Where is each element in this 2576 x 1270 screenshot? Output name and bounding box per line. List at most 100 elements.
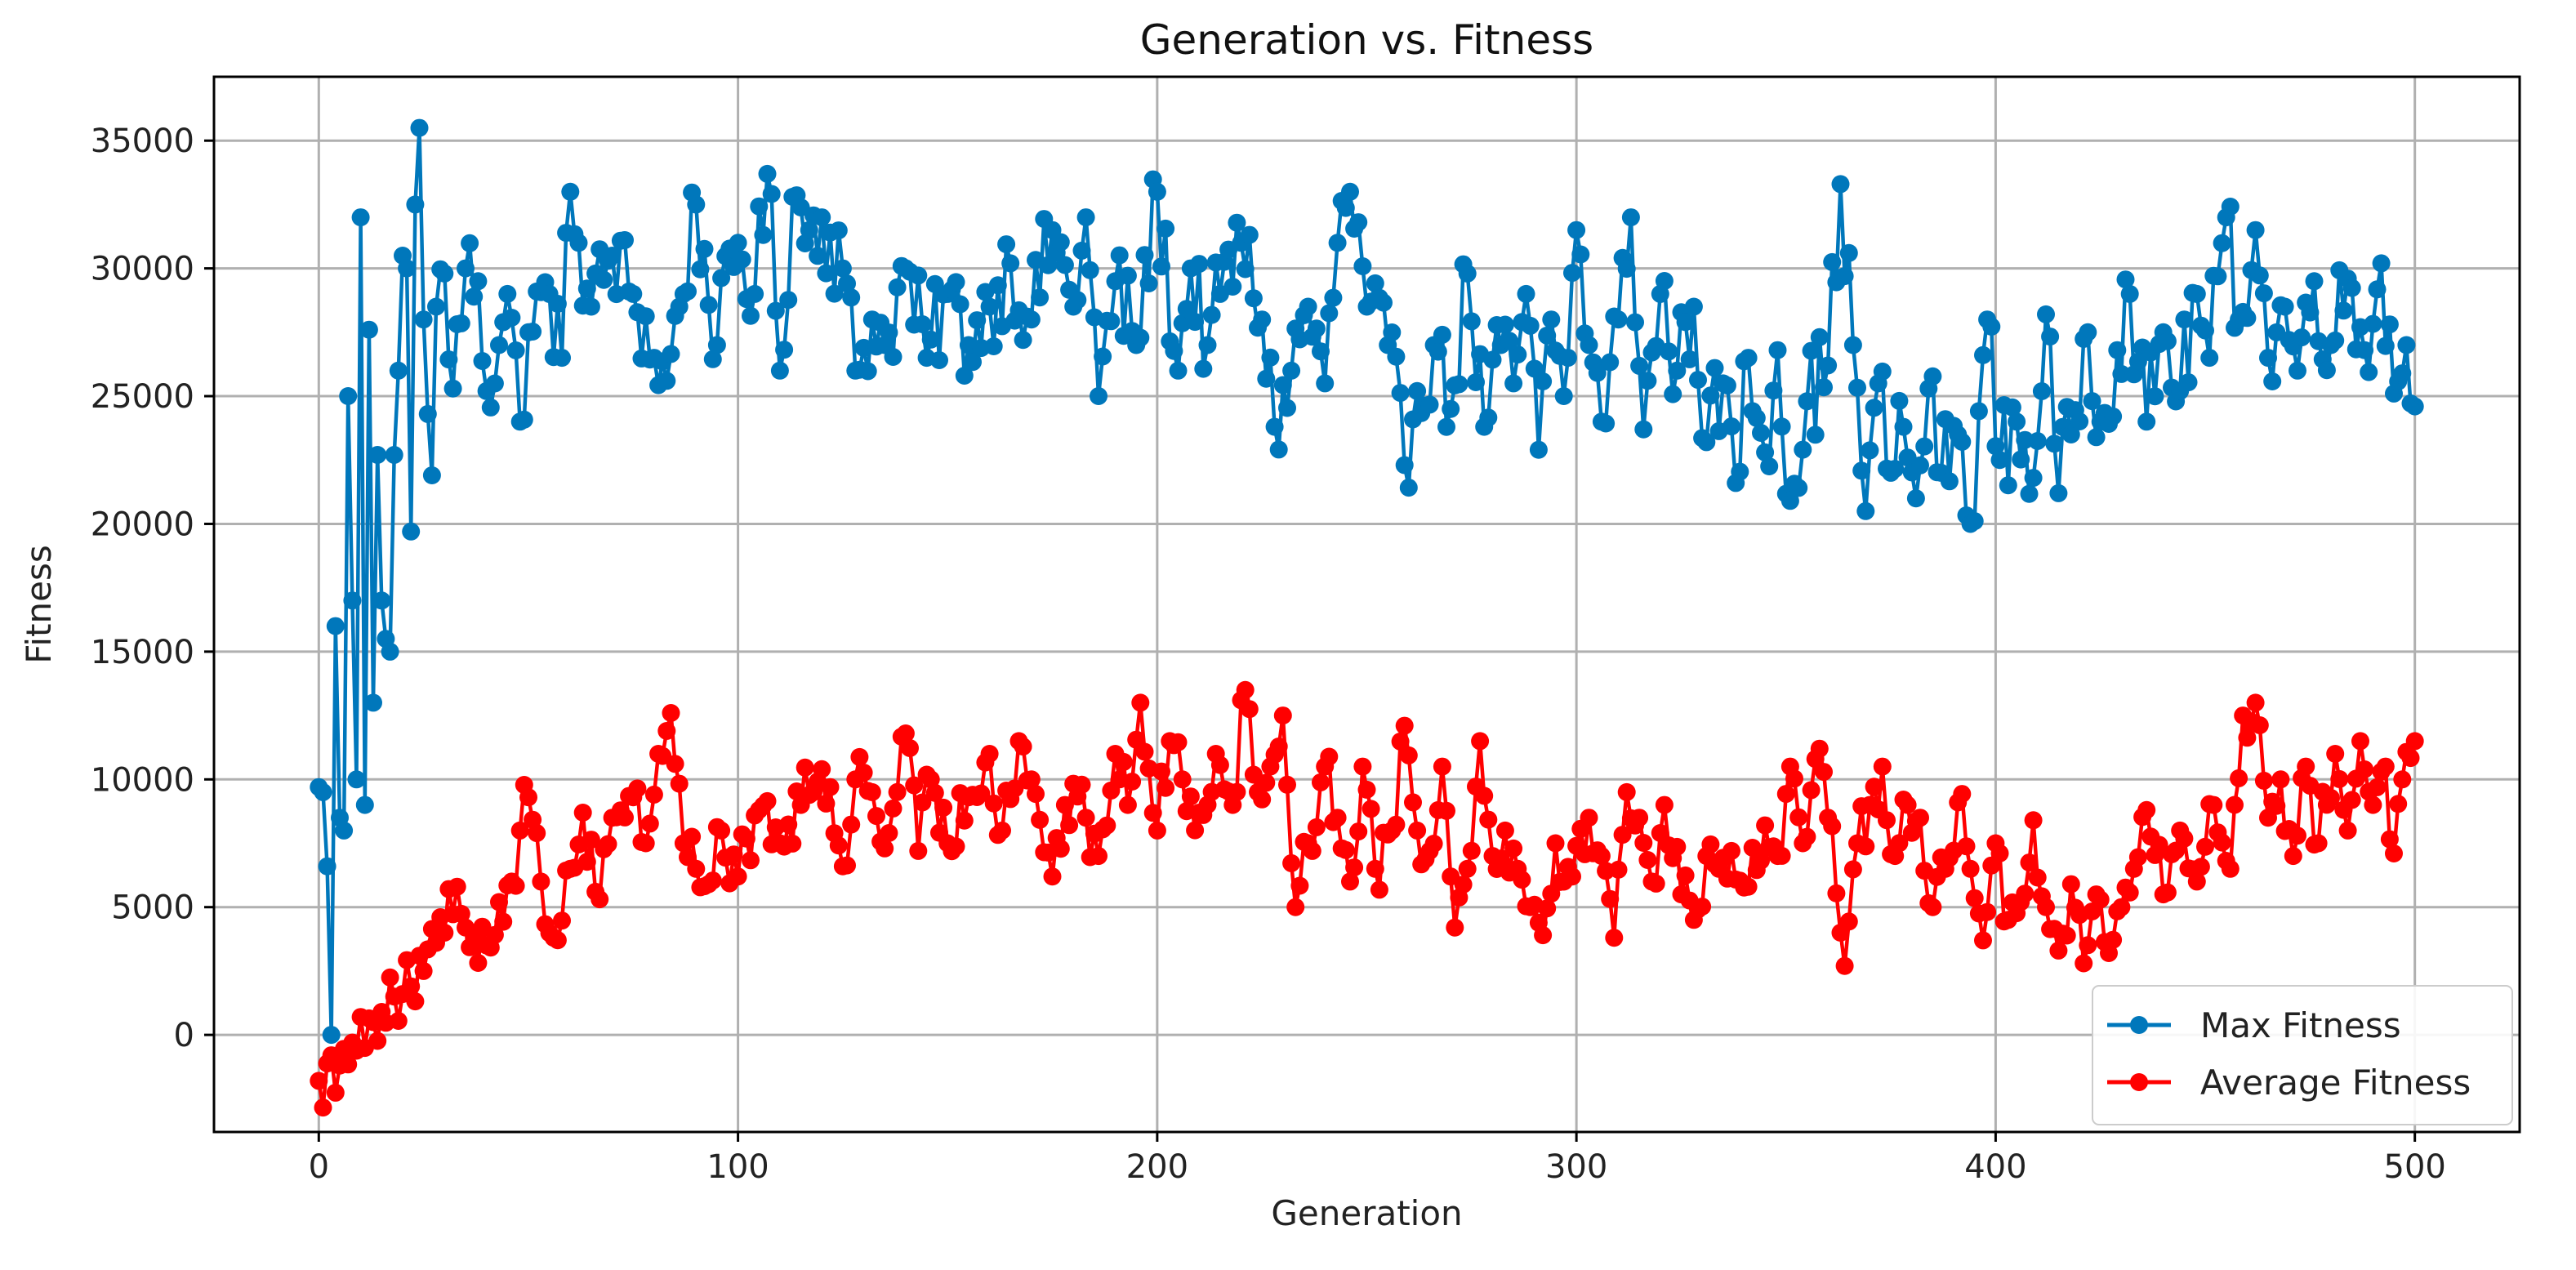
data-point [1655, 272, 1674, 290]
data-point [481, 398, 500, 417]
data-point [1567, 221, 1586, 239]
y-tick-label: 30000 [91, 251, 194, 288]
data-point [603, 247, 622, 265]
data-point [1534, 372, 1553, 390]
data-point [1387, 347, 1406, 366]
x-axis-title: Generation [1271, 1193, 1462, 1233]
chart-title: Generation vs. Fitness [1140, 16, 1593, 64]
data-point [825, 284, 844, 303]
data-point [2385, 844, 2403, 862]
data-point [1823, 252, 1842, 271]
data-point [1273, 376, 1292, 394]
data-point [1094, 347, 1112, 366]
data-point [1680, 350, 1699, 368]
data-point [1118, 795, 1137, 814]
data-point [1391, 732, 1410, 751]
data-point [1157, 219, 1175, 238]
data-point [1911, 456, 1929, 475]
data-point [1454, 876, 1473, 893]
data-point [1823, 817, 1842, 836]
data-point [1014, 331, 1032, 350]
data-point [1345, 858, 1364, 877]
data-point [2275, 297, 2294, 316]
data-point [657, 372, 676, 390]
plot-frame [212, 75, 2521, 1134]
data-point [2128, 352, 2147, 371]
data-point [1228, 782, 1246, 801]
series-max-fitness [310, 118, 2424, 1045]
data-point [901, 739, 919, 757]
data-point [2368, 778, 2387, 796]
data-point [1253, 790, 1272, 809]
data-point [640, 814, 659, 833]
data-point [1273, 706, 1292, 725]
data-point [1261, 348, 1280, 367]
data-point [1760, 457, 1779, 475]
data-point [1789, 479, 1808, 497]
data-point [2397, 336, 2416, 354]
data-point [2037, 898, 2055, 916]
data-point [888, 278, 907, 296]
data-point [2041, 328, 2060, 346]
data-point [457, 259, 475, 278]
data-point [422, 466, 441, 484]
data-point [1843, 336, 1862, 354]
data-point [2330, 769, 2349, 788]
data-point [1961, 859, 1980, 878]
data-point [662, 704, 680, 722]
data-point [1437, 417, 1455, 436]
data-point [1395, 716, 1414, 735]
data-point [813, 760, 831, 778]
data-point [2057, 926, 2076, 945]
data-point [515, 410, 533, 429]
data-point [2158, 883, 2177, 902]
data-point [577, 853, 596, 871]
data-point [1282, 853, 1301, 872]
data-point [1076, 809, 1095, 827]
data-point [2175, 310, 2194, 329]
data-point [1780, 492, 1799, 510]
data-point [1495, 821, 1514, 840]
data-point [1676, 866, 1695, 885]
data-point [2196, 837, 2214, 856]
data-point [1634, 420, 1653, 439]
data-point [1446, 918, 1464, 937]
data-point [1131, 693, 1150, 712]
data-point [1408, 381, 1427, 400]
data-point [2137, 412, 2156, 431]
data-point [1647, 874, 1665, 893]
data-point [737, 829, 755, 848]
data-point [2338, 821, 2357, 840]
data-point [1370, 880, 1388, 899]
data-point [2032, 382, 2051, 400]
data-point [2405, 397, 2424, 416]
data-point [1181, 787, 1200, 806]
data-point [2083, 392, 2101, 411]
data-point [1090, 847, 1108, 866]
data-point [577, 279, 596, 298]
data-point [1312, 342, 1330, 361]
data-point [2254, 284, 2273, 303]
data-point [1601, 353, 1620, 372]
data-point [1739, 349, 1758, 368]
data-point [1861, 441, 1879, 460]
data-point [766, 301, 785, 320]
data-point [339, 1055, 358, 1074]
data-point [351, 208, 370, 227]
data-point [359, 320, 378, 339]
data-point [1865, 778, 1883, 796]
data-point [2317, 361, 2336, 380]
data-point [1357, 780, 1376, 799]
data-point [921, 770, 940, 789]
data-point [1462, 841, 1481, 860]
data-point [1839, 243, 1858, 262]
data-point [1169, 361, 1188, 380]
data-point [1467, 373, 1485, 391]
data-point [1428, 342, 1447, 361]
data-point [1076, 208, 1095, 227]
data-point [1328, 809, 1347, 827]
data-point [1630, 356, 1649, 375]
series-layer [310, 118, 2424, 1117]
x-tick-label: 500 [2384, 1148, 2446, 1186]
data-point [1177, 300, 1196, 319]
